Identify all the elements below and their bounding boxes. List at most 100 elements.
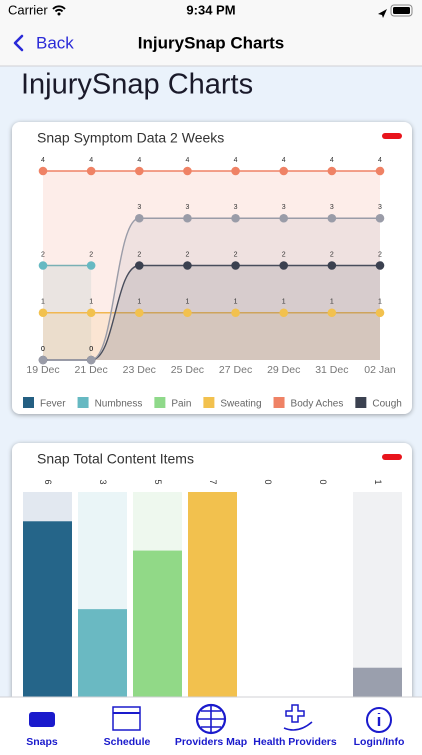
data-label: 2	[137, 251, 141, 258]
bar-track	[298, 492, 347, 697]
data-label: 0	[89, 346, 93, 353]
location-icon	[378, 9, 387, 18]
chart-title: Snap Symptom Data 2 Weeks	[37, 130, 224, 146]
bar-track	[353, 492, 402, 697]
data-label: 1	[373, 479, 383, 484]
legend-label: Sweating	[220, 399, 261, 410]
bar	[78, 609, 127, 697]
data-label: 2	[330, 251, 334, 258]
data-label: 3	[282, 204, 286, 211]
chart-title: Snap Total Content Items	[37, 451, 194, 467]
data-point	[279, 308, 289, 318]
data-point	[327, 261, 337, 270]
series-area	[43, 312, 380, 360]
legend-swatch[interactable]	[154, 397, 166, 408]
menu-pill[interactable]	[382, 454, 402, 460]
data-point	[38, 261, 48, 270]
data-label: 0	[89, 346, 93, 353]
legend-label: Body Aches	[291, 399, 344, 410]
data-label: 0	[41, 346, 45, 353]
snaps-icon[interactable]	[29, 712, 55, 727]
data-point	[86, 355, 96, 365]
tab-label[interactable]: Snaps	[26, 736, 58, 748]
data-label: 1	[282, 299, 286, 306]
data-point	[38, 308, 48, 318]
data-point	[279, 213, 289, 223]
data-label: 1	[330, 299, 334, 306]
x-tick-label: 25 Dec	[171, 364, 204, 376]
data-point	[134, 213, 144, 223]
data-point	[231, 166, 240, 176]
data-label: 4	[89, 157, 93, 164]
card	[12, 122, 412, 414]
series-area	[43, 218, 380, 360]
data-point	[183, 213, 192, 223]
legend-swatch[interactable]	[273, 397, 285, 408]
data-label: 3	[185, 204, 189, 211]
x-tick-label: 23 Dec	[123, 364, 156, 376]
data-point	[231, 213, 240, 223]
tab-label[interactable]: Login/Info	[354, 736, 405, 748]
legend-swatch[interactable]	[203, 397, 215, 408]
data-label: 0	[41, 346, 45, 353]
back-button[interactable]: Back	[36, 33, 74, 52]
legend-label: Fever	[40, 399, 66, 410]
tab-label[interactable]: Health Providers	[253, 736, 337, 748]
legend-swatch[interactable]	[355, 397, 367, 408]
data-label: 2	[378, 251, 382, 258]
data-point	[134, 261, 144, 270]
data-point	[375, 166, 385, 176]
back-chevron[interactable]	[13, 34, 24, 52]
bar	[23, 521, 72, 697]
data-point	[231, 261, 240, 270]
data-point	[327, 213, 337, 223]
data-label: 4	[41, 157, 45, 164]
top-bar	[0, 0, 422, 66]
tab-icons	[29, 703, 392, 735]
data-label: 1	[41, 299, 45, 306]
battery-level	[393, 7, 410, 14]
data-label: 6	[43, 479, 53, 484]
data-point	[86, 261, 96, 270]
x-tick-label: 27 Dec	[219, 364, 252, 376]
x-tick-label: 21 Dec	[75, 364, 108, 376]
data-label: 1	[137, 299, 141, 306]
tab-label[interactable]: Providers Map	[175, 736, 247, 748]
wifi-icon	[52, 5, 66, 13]
tab-label[interactable]: Schedule	[104, 736, 151, 748]
data-point	[231, 308, 240, 318]
series-line	[43, 264, 380, 361]
data-point	[38, 355, 48, 365]
data-point	[86, 166, 96, 176]
data-label: 3	[330, 204, 334, 211]
x-tick-label: 31 Dec	[315, 364, 348, 376]
menu-pill[interactable]	[382, 133, 402, 139]
data-label: 2	[234, 251, 238, 258]
data-label: 4	[282, 157, 286, 164]
data-label: 3	[234, 204, 238, 211]
data-label: 2	[185, 251, 189, 258]
data-label: 3	[137, 204, 141, 211]
data-point	[134, 166, 144, 176]
schedule-icon[interactable]	[112, 706, 141, 731]
data-point	[38, 166, 48, 176]
data-point	[183, 166, 192, 176]
legend-label: Cough	[372, 399, 401, 410]
wifi-dot	[57, 12, 61, 16]
series-area	[43, 265, 380, 360]
data-label: 4	[185, 157, 189, 164]
data-label: 1	[378, 299, 382, 306]
data-point	[134, 308, 144, 318]
data-point	[86, 308, 96, 318]
tab-labels: Snaps Schedule Providers Map Health Provide…	[26, 736, 404, 748]
health-icon[interactable]	[283, 704, 313, 731]
bar	[188, 492, 237, 697]
data-label: 5	[153, 479, 163, 484]
data-label: 3	[98, 479, 108, 484]
data-label: 3	[378, 204, 382, 211]
data-label: 0	[318, 479, 328, 484]
info-icon[interactable]	[366, 707, 392, 733]
legend-swatch[interactable]	[23, 397, 34, 408]
legend-swatch[interactable]	[77, 397, 89, 408]
